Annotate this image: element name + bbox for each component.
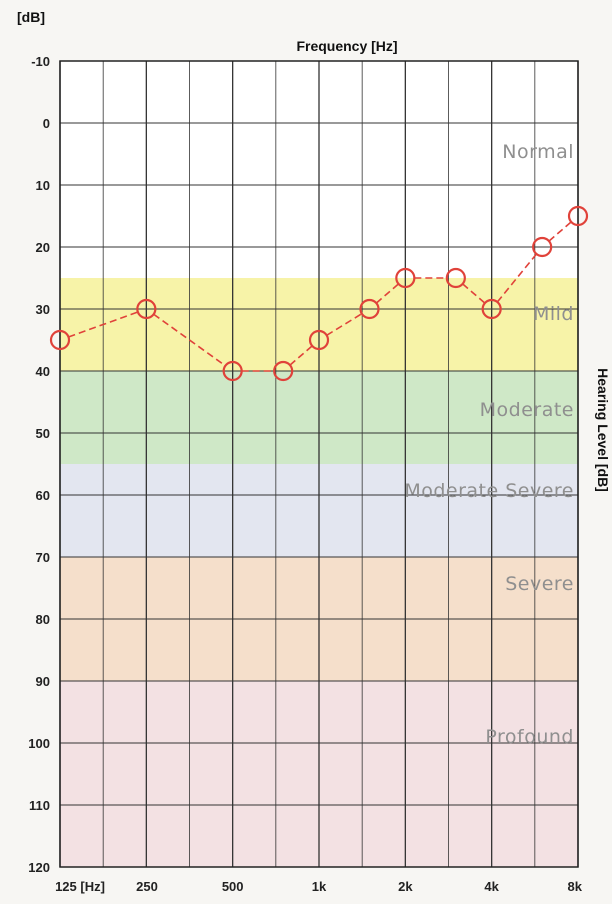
data-point: [308, 329, 330, 351]
y-tick-label: 20: [36, 240, 50, 255]
data-point: [567, 205, 589, 227]
data-point: [136, 298, 157, 320]
y-tick-label: 100: [28, 736, 50, 751]
tick-labels: -10 0 10 20 30 40 50 60 70 80 90 100 110 120 125 [Hz] 2…: [28, 54, 582, 894]
x-tick-label: 2k: [398, 879, 413, 894]
data-point: [395, 267, 416, 289]
x-tick-label: 500: [222, 879, 244, 894]
x-tick-label: 1k: [312, 879, 327, 894]
data-point: [532, 236, 553, 258]
y-axis-title: Hearing Level [dB]: [595, 368, 611, 492]
data-series: [49, 205, 589, 382]
data-point: [445, 267, 466, 289]
data-point: [359, 298, 380, 320]
series-segment: [548, 221, 572, 242]
y-tick-label: 120: [28, 860, 50, 875]
x-tick-label: 250: [136, 879, 158, 894]
zone-label-severe: Severe: [505, 573, 574, 595]
series-segment: [153, 313, 226, 367]
x-tick-label: 125 [Hz]: [55, 879, 105, 894]
zone-label-moderate: Moderate: [480, 399, 574, 421]
series-segment: [375, 283, 400, 304]
series-segment: [289, 345, 313, 366]
chart-title: Frequency [Hz]: [296, 38, 397, 54]
zone-label-mild: Mild: [533, 303, 574, 325]
zone-labels: Normal Mild Moderate Moderate Severe Severe P…: [404, 141, 574, 748]
series-segment: [68, 311, 139, 338]
series-segment: [462, 283, 486, 304]
x-tick-label: 8k: [568, 879, 583, 894]
data-point: [222, 360, 243, 382]
y-tick-label: 110: [29, 798, 50, 813]
data-point: [49, 329, 71, 351]
y-tick-label: 60: [36, 488, 50, 503]
series-segment: [326, 313, 363, 336]
y-tick-label: 50: [36, 426, 50, 441]
x-tick-label: 4k: [484, 879, 499, 894]
y-tick-label: 30: [36, 302, 50, 317]
data-point: [273, 360, 294, 382]
zone-label-normal: Normal: [502, 141, 574, 163]
y-tick-label: 90: [36, 674, 50, 689]
grid: [59, 60, 579, 868]
y-tick-label: -10: [31, 54, 50, 69]
zone-label-profound: Profound: [485, 726, 574, 748]
plot-border: [59, 60, 579, 868]
data-point: [481, 298, 502, 320]
y-tick-label: 40: [36, 364, 50, 379]
y-axis-unit-label: [dB]: [17, 9, 45, 25]
y-tick-label: 70: [36, 550, 50, 565]
zone-label-moderate-severe: Moderate Severe: [404, 480, 574, 502]
y-tick-label: 10: [36, 178, 50, 193]
y-tick-label: 0: [43, 116, 50, 131]
y-tick-label: 80: [36, 612, 50, 627]
